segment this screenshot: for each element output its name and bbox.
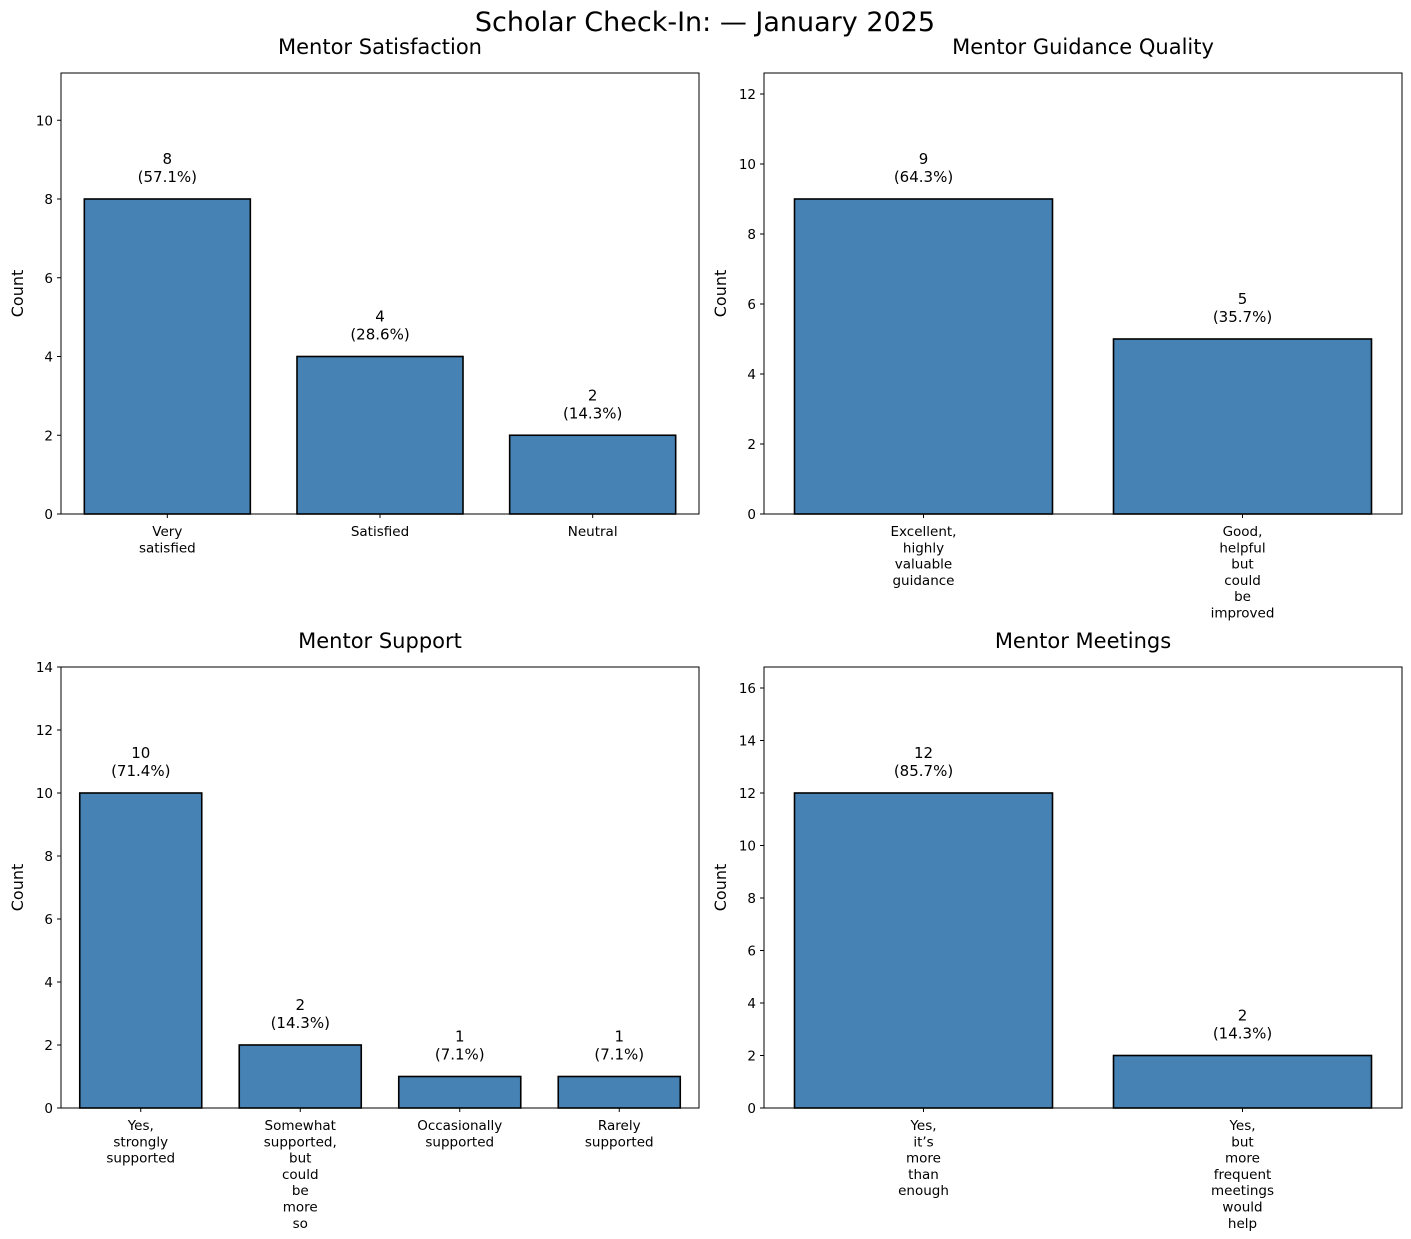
mentor-meetings-y-tick-label: 4 <box>747 996 756 1012</box>
mentor-meetings-y-tick-label: 6 <box>747 944 756 960</box>
mentor-satisfaction-axes-frame <box>60 72 700 515</box>
mentor-satisfaction-y-tick-label: 10 <box>36 113 53 129</box>
mentor-meetings-x-tick-label: Yes, but more frequent meetings would help <box>1211 1118 1274 1232</box>
mentor-support-y-tick-label: 12 <box>36 723 53 739</box>
mentor-guidance-quality-x-tick-label: Good, helpful but could be improved <box>1211 524 1275 622</box>
mentor-satisfaction-bar <box>508 434 677 515</box>
mentor-guidance-quality-y-tick-label: 6 <box>747 297 756 313</box>
mentor-guidance-quality-title: Mentor Guidance Quality <box>952 35 1214 59</box>
mentor-guidance-quality-y-tick-label: 8 <box>747 227 756 243</box>
mentor-support-bar-value-label: 10 <box>131 744 150 762</box>
chart-mentor-satisfaction: Mentor SatisfactionCount02468108(57.1%)V… <box>8 35 700 556</box>
mentor-guidance-quality-y-tick-label: 0 <box>747 507 756 523</box>
mentor-support-bar-value-label: 2 <box>295 996 305 1014</box>
mentor-satisfaction-bar-value-label: 8 <box>163 150 173 168</box>
mentor-support-y-axis-label: Count <box>8 864 27 912</box>
mentor-satisfaction-x-tick-label: Neutral <box>568 524 618 540</box>
mentor-guidance-quality-bar-value-label: 5 <box>1238 290 1248 308</box>
mentor-support-bar-percent-label: (7.1%) <box>594 1046 644 1064</box>
mentor-satisfaction-y-tick-label: 2 <box>44 428 53 444</box>
mentor-satisfaction-bar-percent-label: (14.3%) <box>563 404 622 422</box>
mentor-meetings-y-tick-label: 10 <box>739 839 756 855</box>
mentor-support-y-tick-label: 10 <box>36 786 53 802</box>
mentor-support-y-tick-label: 0 <box>44 1101 53 1117</box>
mentor-support-y-tick-label: 2 <box>44 1038 53 1054</box>
mentor-satisfaction-y-axis-label: Count <box>8 270 27 318</box>
mentor-support-x-tick-label: Yes, strongly supported <box>106 1118 175 1167</box>
mentor-meetings-bar <box>1112 1054 1373 1109</box>
mentor-satisfaction-y-tick-label: 4 <box>44 350 53 366</box>
mentor-guidance-quality-x-tick-label: Excellent, highly valuable guidance <box>891 524 957 589</box>
mentor-support-x-tick-label: Occasionally supported <box>417 1118 502 1150</box>
mentor-support-bar-percent-label: (71.4%) <box>111 762 170 780</box>
mentor-satisfaction-y-tick-label: 6 <box>44 271 53 287</box>
mentor-guidance-quality-y-tick-label: 10 <box>739 157 756 173</box>
mentor-support-y-tick-label: 6 <box>44 912 53 928</box>
chart-mentor-meetings: Mentor MeetingsCount024681012141612(85.7… <box>711 629 1403 1232</box>
figure-title: Scholar Check-In: — January 2025 <box>475 7 935 38</box>
mentor-support-bar-percent-label: (7.1%) <box>435 1046 485 1064</box>
mentor-guidance-quality-bar-percent-label: (64.3%) <box>894 168 953 186</box>
mentor-satisfaction-y-tick-label: 8 <box>44 192 53 208</box>
charts-container: Mentor SatisfactionCount02468108(57.1%)V… <box>8 35 1403 1232</box>
mentor-meetings-x-tick-label: Yes, it’s more than enough <box>898 1118 949 1199</box>
mentor-support-bar <box>557 1075 682 1109</box>
mentor-satisfaction-y-tick-label: 0 <box>44 507 53 523</box>
mentor-meetings-title: Mentor Meetings <box>995 629 1171 653</box>
mentor-meetings-bar <box>793 792 1054 1109</box>
chart-mentor-support: Mentor SupportCount0246810121410(71.4%)Y… <box>8 629 700 1232</box>
mentor-meetings-bar-percent-label: (14.3%) <box>1213 1025 1272 1043</box>
mentor-satisfaction-bar-percent-label: (57.1%) <box>138 168 197 186</box>
mentor-meetings-bar-percent-label: (85.7%) <box>894 762 953 780</box>
mentor-guidance-quality-bar <box>793 198 1054 515</box>
mentor-support-bar <box>238 1044 363 1109</box>
mentor-support-y-tick-label: 4 <box>44 975 53 991</box>
chart-mentor-guidance-quality: Mentor Guidance Quality Count 0 2 4 6 8 10 12 9(6… <box>711 35 1403 622</box>
mentor-satisfaction-x-tick-label: Satisfied <box>351 524 409 540</box>
mentor-meetings-y-tick-label: 16 <box>739 681 756 697</box>
mentor-guidance-quality-bar <box>1112 338 1373 515</box>
mentor-meetings-y-tick-label: 14 <box>739 734 756 750</box>
mentor-support-bar <box>397 1075 522 1109</box>
mentor-meetings-axes-frame <box>763 666 1403 1109</box>
mentor-meetings-y-tick-label: 8 <box>747 891 756 907</box>
mentor-support-bar-value-label: 1 <box>455 1028 465 1046</box>
mentor-satisfaction-bar-value-label: 2 <box>588 386 598 404</box>
mentor-support-axes-frame <box>60 666 700 1109</box>
mentor-meetings-bar-value-label: 2 <box>1238 1007 1248 1025</box>
mentor-satisfaction-x-tick-label: Very satisfied <box>139 524 196 556</box>
mentor-satisfaction-title: Mentor Satisfaction <box>278 35 482 59</box>
mentor-satisfaction-bar <box>83 198 252 515</box>
mentor-guidance-quality-y-axis-label: Count <box>711 270 730 318</box>
mentor-guidance-quality-y-tick-label: 4 <box>747 367 756 383</box>
mentor-meetings-y-tick-label: 0 <box>747 1101 756 1117</box>
mentor-guidance-quality-y-tick-label: 12 <box>739 87 756 103</box>
mentor-support-bar-percent-label: (14.3%) <box>271 1014 330 1032</box>
mentor-guidance-quality-bar-value-label: 9 <box>919 150 929 168</box>
mentor-meetings-y-tick-label: 2 <box>747 1049 756 1065</box>
mentor-guidance-quality-axes-frame <box>763 72 1403 515</box>
mentor-support-y-tick-label: 8 <box>44 849 53 865</box>
mentor-support-x-tick-label: Somewhat supported, but could be more so <box>264 1118 337 1232</box>
mentor-support-bar-value-label: 1 <box>614 1028 624 1046</box>
mentor-support-title: Mentor Support <box>298 629 462 653</box>
mentor-meetings-bar-value-label: 12 <box>914 744 933 762</box>
mentor-meetings-y-axis-label: Count <box>711 864 730 912</box>
mentor-satisfaction-bar-percent-label: (28.6%) <box>350 326 409 344</box>
mentor-guidance-quality-y-tick-label: 2 <box>747 437 756 453</box>
mentor-guidance-quality-bar-percent-label: (35.7%) <box>1213 308 1272 326</box>
mentor-support-bar <box>78 792 203 1109</box>
mentor-support-y-tick-label: 14 <box>36 660 53 676</box>
mentor-satisfaction-bar <box>296 355 464 515</box>
mentor-meetings-y-tick-label: 12 <box>739 786 756 802</box>
mentor-satisfaction-bar-value-label: 4 <box>375 308 385 326</box>
mentor-support-x-tick-label: Rarely supported <box>585 1118 654 1150</box>
